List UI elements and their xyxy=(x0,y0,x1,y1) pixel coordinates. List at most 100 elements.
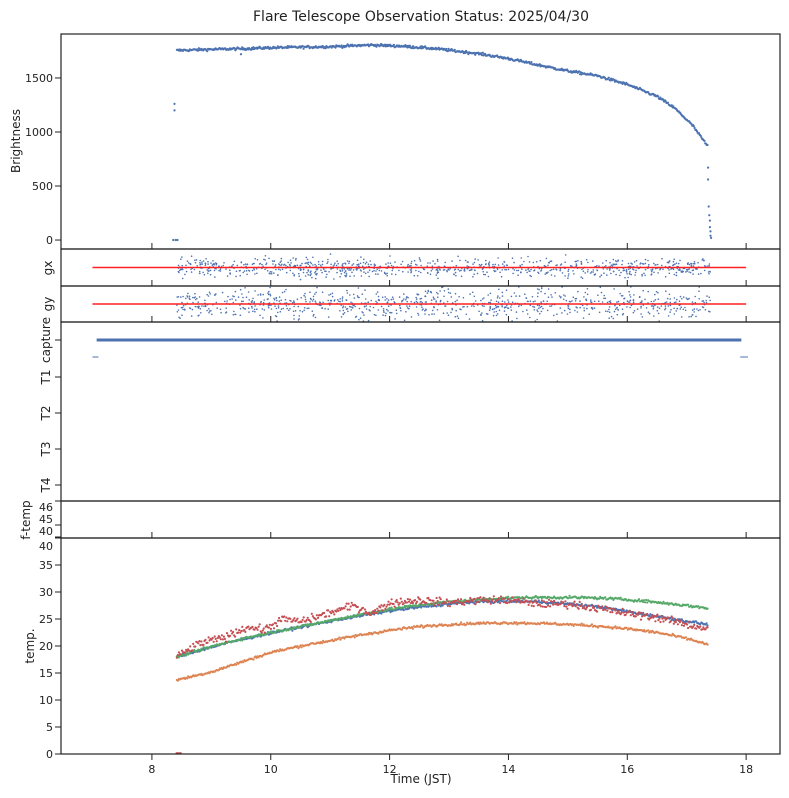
temp-point-T4 xyxy=(380,604,383,607)
temp-point-T4 xyxy=(175,656,178,659)
temp-point-T3 xyxy=(641,599,644,602)
gx-point xyxy=(274,265,276,268)
gx-point xyxy=(336,271,338,274)
gx-point xyxy=(385,273,387,275)
gy-point xyxy=(289,299,291,302)
gx-point xyxy=(416,264,418,266)
gy-point xyxy=(283,290,286,293)
temp-point-T4 xyxy=(192,642,195,646)
temp-point-T4 xyxy=(179,653,183,656)
temp-point-T4 xyxy=(678,621,682,624)
gx-point xyxy=(398,269,400,272)
gx-point xyxy=(196,265,198,267)
temp-point-T4 xyxy=(325,615,328,618)
gy-point xyxy=(322,301,324,304)
temp-point-T4 xyxy=(368,611,371,614)
temp-point-T4 xyxy=(255,627,258,630)
gy-point xyxy=(239,314,242,317)
gy-point xyxy=(420,297,423,300)
temp-point-T4 xyxy=(377,609,380,612)
temp-point-T4 xyxy=(507,598,510,601)
gx-point xyxy=(643,272,645,275)
gy-point xyxy=(339,298,342,300)
temp-point-T4 xyxy=(521,601,524,604)
gx-point xyxy=(547,264,549,267)
gy-point xyxy=(221,291,224,294)
temp-point-T4 xyxy=(542,600,546,603)
gy-point xyxy=(614,304,616,307)
gx-point xyxy=(633,261,636,263)
temp-point-T3 xyxy=(644,601,647,604)
gx-point xyxy=(454,271,457,274)
gy-point xyxy=(471,291,474,294)
gx-point xyxy=(251,263,254,266)
gx-point xyxy=(351,271,353,274)
gy-point xyxy=(457,317,460,320)
gx-point xyxy=(181,277,184,280)
gx-point xyxy=(289,259,292,262)
gy-point xyxy=(691,314,694,316)
gx-point xyxy=(503,260,506,263)
temp-point-T4 xyxy=(296,617,299,620)
temp-point-T4 xyxy=(563,605,566,608)
gy-point xyxy=(551,296,553,298)
gy-point xyxy=(709,299,711,302)
gx-point xyxy=(650,269,652,271)
temp-point-T4 xyxy=(667,616,670,619)
temp-point-T4 xyxy=(376,607,379,610)
temp-point-T2 xyxy=(176,679,179,682)
gy-point xyxy=(536,288,539,290)
gx-point xyxy=(707,271,710,273)
brightness-point xyxy=(698,132,701,135)
temp-point-T4 xyxy=(323,611,326,615)
gy-point xyxy=(385,308,388,311)
gx-point xyxy=(268,257,270,260)
gx-point xyxy=(603,272,605,275)
temp-point-T4 xyxy=(546,604,550,607)
temp-point-T4 xyxy=(489,602,492,605)
temp-point-T4 xyxy=(374,609,377,612)
gy-point xyxy=(432,296,435,299)
gx-point xyxy=(686,268,688,271)
gx-point xyxy=(482,270,485,273)
gy-point xyxy=(547,288,550,290)
gy-point xyxy=(577,290,579,293)
temp-point-T2 xyxy=(449,624,452,627)
temp-point-T4 xyxy=(257,625,260,628)
gy-point xyxy=(277,307,280,309)
gy-point xyxy=(314,316,317,319)
temp-point-T4 xyxy=(582,605,585,608)
gx-point xyxy=(513,261,515,264)
gy-point xyxy=(190,315,193,317)
gy-point xyxy=(695,315,697,318)
gy-point xyxy=(447,291,450,294)
temp-point-T2 xyxy=(579,624,582,627)
temp-point-T4 xyxy=(390,598,393,601)
gy-point xyxy=(544,292,546,295)
gx-point xyxy=(309,265,311,268)
gx-point xyxy=(400,263,402,266)
gx-point xyxy=(628,272,631,274)
gx-point xyxy=(246,273,248,276)
gy-point xyxy=(664,308,666,311)
temp-point-T4 xyxy=(362,612,366,615)
temp-point-T4 xyxy=(202,643,205,647)
gx-point xyxy=(246,263,248,266)
gy-point xyxy=(598,300,600,303)
gx-point xyxy=(309,271,312,274)
gy-point xyxy=(656,306,659,308)
gy-point xyxy=(569,308,571,311)
gx-point xyxy=(505,269,508,271)
gy-point xyxy=(427,290,430,293)
temp-point-T1 xyxy=(705,622,708,625)
gy-point xyxy=(537,292,539,294)
gx-point xyxy=(256,259,259,261)
gx-point xyxy=(592,271,594,273)
gx-point xyxy=(635,269,637,272)
gx-point xyxy=(528,270,530,272)
gx-point xyxy=(602,268,605,270)
gy-point xyxy=(363,314,365,316)
gy-point xyxy=(312,315,315,317)
gy-point xyxy=(248,311,250,313)
gx-point xyxy=(371,270,374,273)
